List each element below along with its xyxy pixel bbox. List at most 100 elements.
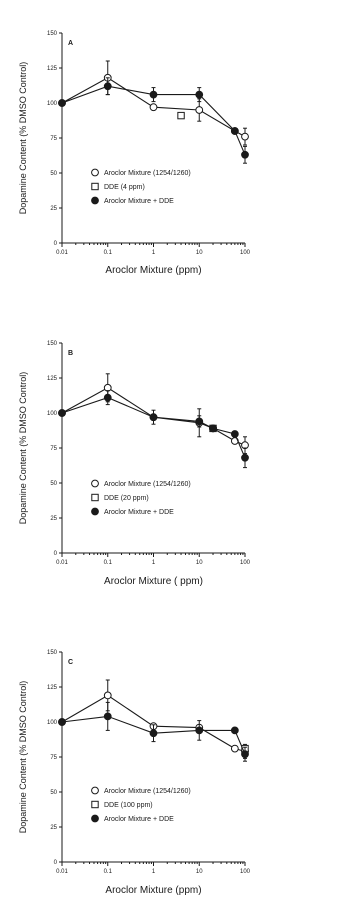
data-point-filled-circle bbox=[230, 430, 239, 438]
y-tick-label: 125 bbox=[47, 376, 58, 382]
data-point-filled-circle bbox=[58, 409, 66, 417]
y-axis-title: Dopamine Content (% DMSO Control) bbox=[18, 681, 28, 834]
data-point-filled-circle bbox=[195, 726, 204, 735]
y-tick-label: 50 bbox=[50, 790, 57, 796]
data-point-filled-circle bbox=[103, 82, 112, 91]
x-tick-label: 0.1 bbox=[104, 560, 113, 566]
data-point-filled-circle bbox=[241, 750, 249, 759]
data-point-open-circle bbox=[230, 744, 239, 753]
chart-panel-a: 0 25 50 75 100 125 150 0.01 0.1 1 10 100 Aroclor Mix… bbox=[18, 31, 251, 276]
x-tick-label: 1 bbox=[152, 560, 156, 566]
data-point-filled-circle bbox=[103, 712, 112, 721]
legend: Aroclor Mixture (1254/1260) DDE (20 ppm) A… bbox=[91, 479, 191, 516]
series-open-circle bbox=[58, 60, 249, 146]
legend-label: DDE (4 ppm) bbox=[104, 184, 145, 191]
panel-letter: C bbox=[68, 659, 73, 666]
data-point-filled-circle bbox=[230, 127, 239, 135]
y-tick-label: 150 bbox=[47, 341, 58, 347]
legend-marker bbox=[91, 182, 99, 191]
legend: Aroclor Mixture (1254/1260) DDE (4 ppm) Ar… bbox=[91, 168, 191, 205]
y-tick-label: 150 bbox=[47, 650, 58, 656]
y-tick-label: 75 bbox=[50, 446, 57, 452]
data-point-filled-circle bbox=[103, 393, 112, 402]
x-tick-label: 10 bbox=[196, 560, 203, 566]
y-axis-title: Dopamine Content (% DMSO Control) bbox=[18, 372, 28, 525]
y-tick-label: 25 bbox=[50, 516, 57, 522]
legend-label: DDE (20 ppm) bbox=[104, 495, 149, 502]
x-tick-label: 0.01 bbox=[56, 869, 68, 875]
legend-marker bbox=[91, 196, 99, 205]
legend-label: Aroclor Mixture (1254/1260) bbox=[104, 481, 191, 488]
series-filled-circle bbox=[58, 77, 249, 164]
data-point-filled-circle bbox=[230, 726, 239, 735]
legend-marker bbox=[91, 786, 99, 795]
series-line bbox=[61, 85, 246, 156]
legend-label: Aroclor Mixture + DDE bbox=[104, 509, 174, 516]
legend-label: Aroclor Mixture + DDE bbox=[104, 198, 174, 205]
x-axis-title: Aroclor Mixture ( ppm) bbox=[104, 576, 203, 587]
legend-label: Aroclor Mixture (1254/1260) bbox=[104, 788, 191, 795]
series-line bbox=[61, 397, 246, 459]
legend: Aroclor Mixture (1254/1260) DDE (100 ppm)… bbox=[91, 786, 191, 823]
x-tick-label: 100 bbox=[240, 869, 251, 875]
data-point-open-circle bbox=[241, 132, 249, 141]
series-filled-circle bbox=[58, 701, 249, 762]
y-tick-label: 100 bbox=[47, 411, 58, 417]
data-point-open-square bbox=[177, 111, 185, 120]
y-tick-label: 125 bbox=[47, 66, 58, 72]
data-point-filled-circle bbox=[58, 99, 66, 107]
data-point-open-circle bbox=[103, 691, 112, 700]
x-axis-title: Aroclor Mixture (ppm) bbox=[105, 885, 201, 896]
y-tick-label: 75 bbox=[50, 755, 57, 761]
data-point-filled-circle bbox=[149, 90, 158, 99]
x-tick-label: 0.1 bbox=[104, 869, 113, 875]
data-point-filled-circle bbox=[149, 729, 158, 738]
y-tick-label: 150 bbox=[47, 31, 58, 37]
y-tick-label: 50 bbox=[50, 481, 57, 487]
y-tick-label: 25 bbox=[50, 825, 57, 831]
y-tick-label: 0 bbox=[54, 551, 58, 557]
y-tick-label: 100 bbox=[47, 101, 58, 107]
data-point-filled-circle bbox=[195, 90, 204, 99]
legend-marker bbox=[91, 507, 99, 516]
legend-marker bbox=[91, 814, 99, 823]
panel-letter: A bbox=[68, 40, 73, 47]
series-line bbox=[61, 715, 246, 755]
data-point-filled-circle bbox=[241, 453, 249, 462]
y-tick-label: 50 bbox=[50, 171, 57, 177]
data-point-filled-circle bbox=[58, 718, 66, 726]
y-tick-label: 125 bbox=[47, 685, 58, 691]
x-tick-label: 10 bbox=[196, 250, 203, 256]
legend-marker bbox=[91, 168, 99, 177]
legend-label: DDE (100 ppm) bbox=[104, 802, 153, 809]
data-point-filled-circle bbox=[241, 150, 249, 159]
x-tick-label: 0.01 bbox=[56, 560, 68, 566]
x-tick-label: 10 bbox=[196, 869, 203, 875]
series-filled-circle bbox=[58, 390, 249, 469]
panel-letter: B bbox=[68, 350, 73, 357]
legend-marker bbox=[91, 800, 99, 809]
chart-panel-b: 0 25 50 75 100 125 150 0.01 0.1 1 10 100 Aroclor Mix… bbox=[18, 341, 251, 587]
legend-label: Aroclor Mixture + DDE bbox=[104, 816, 174, 823]
legend-label: Aroclor Mixture (1254/1260) bbox=[104, 170, 191, 177]
legend-marker bbox=[91, 493, 99, 502]
y-tick-label: 75 bbox=[50, 136, 57, 142]
y-tick-label: 25 bbox=[50, 206, 57, 212]
y-axis-title: Dopamine Content (% DMSO Control) bbox=[18, 62, 28, 215]
y-tick-label: 100 bbox=[47, 720, 58, 726]
y-tick-label: 0 bbox=[54, 860, 58, 866]
x-axis-title: Aroclor Mixture (ppm) bbox=[105, 265, 201, 276]
x-tick-label: 1 bbox=[152, 250, 156, 256]
series-open-square bbox=[177, 111, 185, 120]
x-tick-label: 1 bbox=[152, 869, 156, 875]
data-point-open-circle bbox=[149, 103, 158, 112]
chart-panel-c: 0 25 50 75 100 125 150 0.01 0.1 1 10 100 Aroclor Mix… bbox=[18, 650, 251, 896]
legend-marker bbox=[91, 479, 99, 488]
x-tick-label: 0.1 bbox=[104, 250, 113, 256]
data-point-filled-circle bbox=[149, 413, 158, 422]
x-tick-label: 100 bbox=[240, 560, 251, 566]
x-tick-label: 0.01 bbox=[56, 250, 68, 256]
y-tick-label: 0 bbox=[54, 241, 58, 247]
data-point-filled-circle bbox=[209, 424, 217, 433]
